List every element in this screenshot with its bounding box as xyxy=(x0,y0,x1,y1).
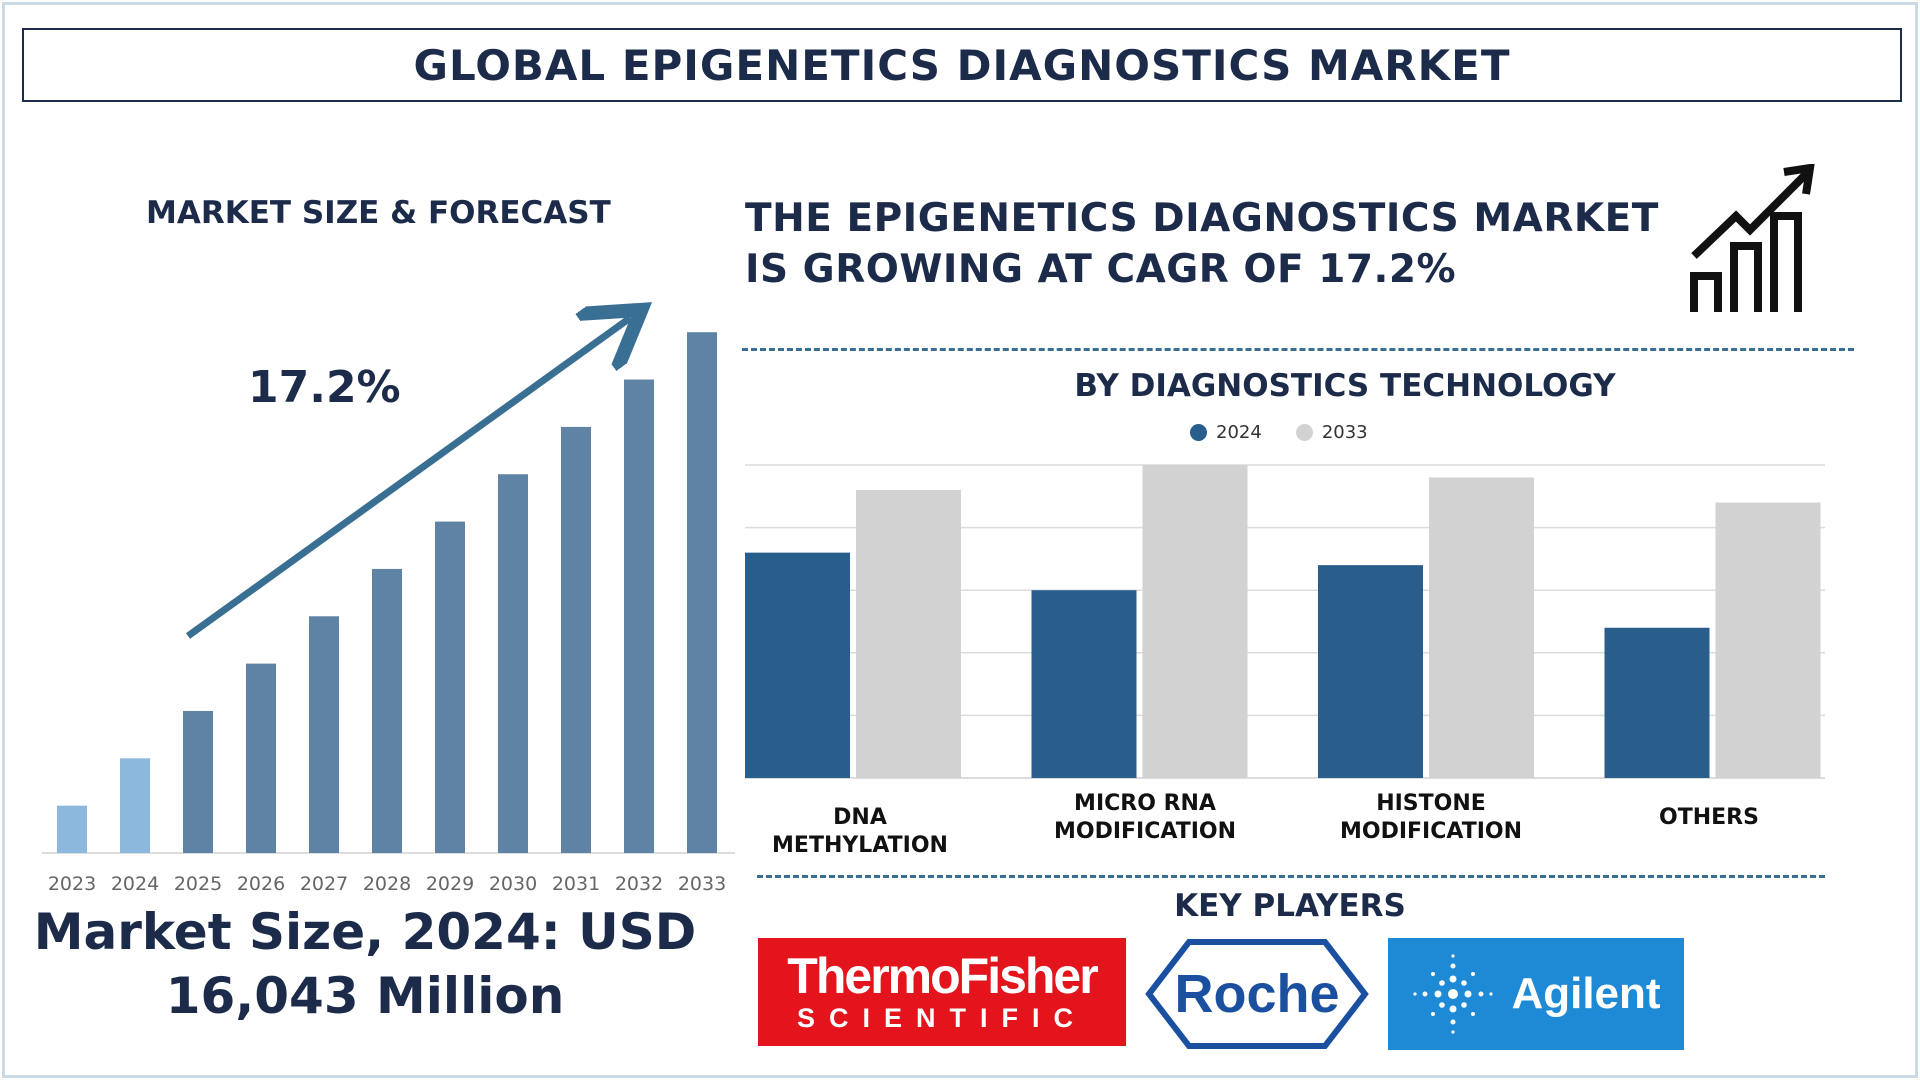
forecast-tick-2028: 2028 xyxy=(363,873,411,895)
category-label-micro-rna: MICRO RNA MODIFICATION xyxy=(1053,791,1237,844)
forecast-bar-2028 xyxy=(372,568,402,853)
technology-bar-chart xyxy=(745,464,1825,779)
tech-bar-2024-3 xyxy=(1604,627,1710,778)
forecast-tick-2024: 2024 xyxy=(111,873,159,895)
roche-wordmark: Roche xyxy=(1174,964,1340,1024)
forecast-tick-2032: 2032 xyxy=(615,873,663,895)
page-title: GLOBAL EPIGENETICS DIAGNOSTICS MARKET xyxy=(413,40,1511,90)
legend-item-2024: 2024 xyxy=(1190,422,1262,443)
forecast-bar-2031 xyxy=(561,426,591,853)
legend-swatch-2033 xyxy=(1295,424,1313,441)
tech-bar-2024-1 xyxy=(1031,590,1137,778)
technology-chart-title: BY DIAGNOSTICS TECHNOLOGY xyxy=(1074,368,1616,404)
category-label-dna-methylation: DNA METHYLATION xyxy=(772,805,948,858)
tech-bar-2033-2 xyxy=(1429,477,1534,778)
forecast-bar-2033 xyxy=(687,332,717,853)
forecast-tick-2026: 2026 xyxy=(237,873,285,895)
title-banner: GLOBAL EPIGENETICS DIAGNOSTICS MARKET xyxy=(22,28,1902,102)
market-size-line-1: Market Size, 2024: USD xyxy=(33,903,697,961)
tech-bar-2024-2 xyxy=(1318,565,1423,778)
legend-swatch-2024 xyxy=(1190,424,1207,441)
tech-bar-2033-3 xyxy=(1715,502,1821,778)
section-divider xyxy=(742,348,1854,351)
forecast-bar-chart: 2023 2024 2025 2026 2027 2028 2029 2030 2031 2032… xyxy=(42,300,735,895)
section-divider-2 xyxy=(757,875,1825,878)
forecast-bar-2025 xyxy=(183,710,213,853)
forecast-tick-2023: 2023 xyxy=(48,873,96,895)
agilent-spark-icon xyxy=(1413,954,1494,1034)
forecast-bar-2026 xyxy=(246,663,276,853)
headline-line-2: IS GROWING AT CAGR OF 17.2% xyxy=(745,247,1457,292)
category-label-others: OTHERS xyxy=(1659,805,1759,830)
forecast-bar-2027 xyxy=(309,616,339,853)
roche-hexagon-icon xyxy=(1145,939,1369,1049)
cagr-annotation: 17.2% xyxy=(248,362,401,413)
legend-label-2033: 2033 xyxy=(1321,422,1368,443)
forecast-tick-2027: 2027 xyxy=(300,873,348,895)
agilent-wordmark: Agilent xyxy=(1511,969,1661,1018)
tech-bar-2024-0 xyxy=(745,552,850,778)
legend-item-2033: 2033 xyxy=(1295,422,1368,443)
forecast-tick-2031: 2031 xyxy=(552,873,600,895)
thermo-fisher-subtext: SCIENTIFIC xyxy=(796,1003,1087,1033)
agilent-logo: Agilent xyxy=(1388,938,1684,1050)
chart-legend: 2024 2033 xyxy=(1190,422,1368,443)
forecast-tick-2029: 2029 xyxy=(426,873,474,895)
forecast-subtitle: MARKET SIZE & FORECAST xyxy=(146,195,611,231)
forecast-bar-2023 xyxy=(57,805,87,853)
forecast-bar-2024 xyxy=(120,758,150,853)
forecast-bar-2029 xyxy=(435,521,465,853)
forecast-bar-2030 xyxy=(498,474,528,853)
thermo-fisher-logo: ThermoFisher SCIENTIFIC xyxy=(758,938,1126,1046)
thermo-fisher-wordmark: ThermoFisher xyxy=(787,948,1098,1004)
legend-label-2024: 2024 xyxy=(1216,422,1262,443)
growth-arrow xyxy=(185,318,630,639)
headline-line-1: THE EPIGENETICS DIAGNOSTICS MARKET xyxy=(745,196,1659,241)
growth-chart-icon xyxy=(1690,164,1815,312)
tech-bar-2033-1 xyxy=(1142,465,1248,778)
cagr-headline: THE EPIGENETICS DIAGNOSTICS MARKET IS GR… xyxy=(745,193,1675,295)
forecast-tick-2033: 2033 xyxy=(678,873,726,895)
forecast-tick-2030: 2030 xyxy=(489,873,537,895)
key-players-title: KEY PLAYERS xyxy=(1174,888,1406,924)
market-size-value: 16,043 Million xyxy=(165,967,565,1025)
tech-bar-2033-0 xyxy=(856,490,961,778)
market-size-text: Market Size, 2024: USD 16,043 Million xyxy=(30,900,700,1028)
roche-logo: Roche xyxy=(1145,938,1369,1050)
category-label-histone: HISTONE MODIFICATION xyxy=(1339,791,1523,844)
forecast-bar-2032 xyxy=(624,379,654,853)
forecast-tick-2025: 2025 xyxy=(174,873,222,895)
